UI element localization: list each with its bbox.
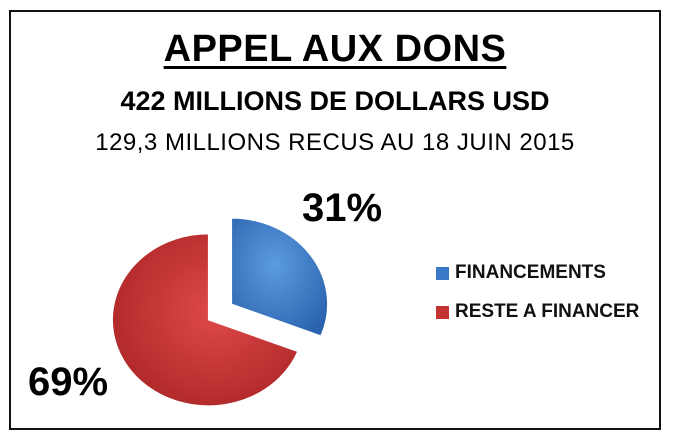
chart-title: APPEL AUX DONS [163, 28, 507, 70]
chart-subtitle-date: 129,3 MILLIONS RECUS AU 18 JUIN 2015 [95, 129, 575, 156]
legend-swatch-reste [436, 305, 449, 319]
legend-swatch-financements [436, 266, 449, 280]
slice-label-reste: 69% [28, 360, 109, 404]
pie-slice-reste-a-financer [111, 233, 299, 407]
legend-label-financements: FINANCEMENTS [455, 262, 606, 283]
pie-slice-financements [231, 217, 329, 337]
slice-label-financements: 31% [302, 186, 383, 230]
chart-subtitle: 422 MILLIONS DE DOLLARS USD [120, 86, 550, 116]
legend: FINANCEMENTS RESTE A FINANCER [436, 262, 639, 340]
chart-frame: APPEL AUX DONS 422 MILLIONS DE DOLLARS U… [9, 10, 661, 430]
legend-item-reste: RESTE A FINANCER [436, 301, 639, 323]
legend-label-reste: RESTE A FINANCER [455, 301, 640, 322]
legend-item-financements: FINANCEMENTS [436, 262, 639, 284]
